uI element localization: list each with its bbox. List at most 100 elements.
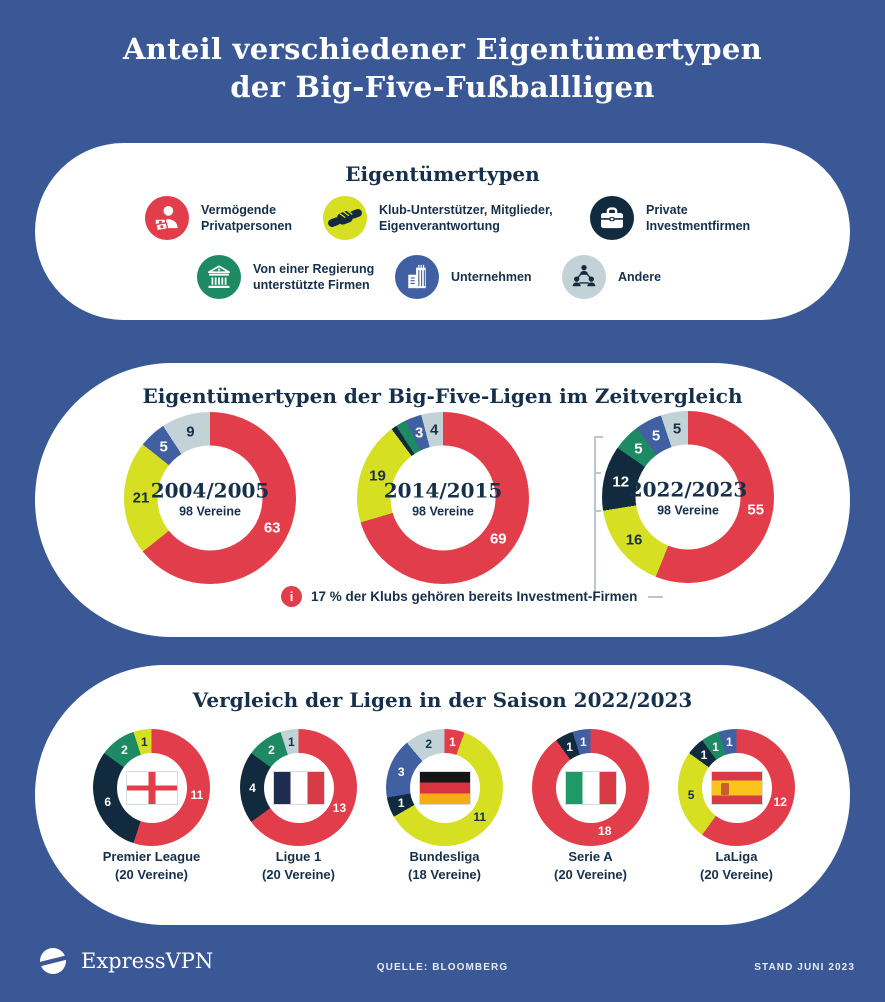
league-club-count: (20 Vereine) [700,867,773,883]
expressvpn-logo-icon [38,948,70,974]
annotation-text: 17 % der Klubs gehören bereits Investmen… [311,589,638,604]
segment-label-members: 1 [140,735,148,750]
segment-label-individuals: 12 [773,794,787,809]
segment-label-members: 19 [369,467,386,485]
donut-hole: 2004/2005 98 Vereine [151,445,269,551]
league-caption-bundesliga: Bundesliga (18 Vereine) [355,848,535,884]
leagues-card-title: Vergleich der Ligen in der Saison 2022/2… [192,688,693,712]
donut-y2004: 63 21 5 9 2004/2005 98 Vereine [124,412,296,584]
segment-label-government: 1 [712,739,719,754]
donut-bundesliga: 1 11 1 3 2 [386,729,503,846]
legend-item-label: Von einer Regierung unterstützte Firmen [253,261,375,292]
segment-label-individuals: 1 [449,735,456,750]
segment-label-other: 1 [287,735,295,750]
segment-label-investment: 1 [397,796,405,811]
handshake-icon [323,196,367,240]
league-caption-ligue-1: Ligue 1 (20 Vereine) [209,848,389,884]
france-flag [272,770,325,805]
league-name: Premier League [102,849,201,864]
donut-center-title: 2014/2015 [383,478,503,502]
people-network-icon [562,255,606,299]
donut-premier-league: 11 6 2 1 [93,729,210,846]
league-club-count: (20 Vereine) [262,867,335,883]
segment-label-members: 16 [625,531,643,549]
segment-label-members: 21 [132,489,150,507]
donut-ligue-1: 13 4 2 1 [240,729,357,846]
segment-label-individuals: 13 [332,801,347,816]
donut-y2022: 55 16 12 5 5 5 2022/2023 98 Vereine [602,411,774,583]
donut-center-title: 2022/2023 [628,477,748,501]
segment-label-individuals: 18 [598,824,612,839]
league-caption-serie-a: Serie A (20 Vereine) [501,848,681,884]
segment-label-other: 5 [672,420,682,438]
segment-label-corporate: 5 [651,427,661,445]
segment-label-government: 5 [634,440,643,458]
date-note: STAND JUNI 2023 [754,962,855,973]
donut-center-subtitle: 98 Vereine [412,504,474,518]
segment-label-corporate: 5 [159,438,168,456]
legend-item-members: Klub-Unterstützer, Mitglieder, Eigenvera… [323,196,594,240]
spain-flag [710,770,763,805]
building-icon [395,255,439,299]
germany-flag [418,770,471,805]
legend-item-label: Unternehmen [451,269,532,284]
donut-hole [263,752,334,823]
segment-label-government: 2 [121,743,128,758]
donut-hole: 2022/2023 98 Vereine [629,444,747,550]
person-money-icon [145,196,189,240]
segment-label-corporate: 1 [725,735,733,750]
league-name: Bundesliga [409,849,480,864]
segment-label-other: 2 [425,737,433,752]
annotation-bracket-inner [594,472,601,512]
donut-hole [555,752,626,823]
donut-laliga: 12 5 1 1 1 [678,729,795,846]
league-caption-premier-league: Premier League (20 Vereine) [62,848,242,884]
donut-serie-a: 18 1 1 [532,729,649,846]
league-club-count: (18 Vereine) [408,867,481,883]
donut-hole [409,752,480,823]
legend-item-investment: Private Investmentfirmen [590,196,781,240]
donut-center-subtitle: 98 Vereine [657,503,719,517]
annotation-bracket [594,436,603,599]
page-title: Anteil verschiedener Eigentümertypen der… [0,30,885,107]
page-title-line2: der Big-Five-Fußballligen [230,70,655,105]
brand: ExpressVPN [38,946,213,976]
donut-center-title: 2004/2005 [150,478,270,502]
league-caption-laliga: LaLiga (20 Vereine) [647,848,827,884]
segment-label-other: 9 [186,423,195,441]
league-name: Serie A [568,849,613,864]
donut-hole [701,752,772,823]
legend-item-label: Andere [618,269,662,284]
italy-flag [564,770,617,805]
segment-label-individuals: 55 [747,501,765,519]
segment-label-investment: 4 [249,780,256,795]
legend-item-label: Vermögende Privatpersonen [201,202,293,233]
source-note: QUELLE: BLOOMBERG [376,962,509,973]
legend-card: Eigentümertypen Vermögende Privatpersone… [35,143,850,320]
legend-item-other: Andere [562,255,708,299]
segment-label-other: 4 [430,421,439,439]
segment-label-investment: 1 [566,739,573,754]
league-club-count: (20 Vereine) [554,867,627,883]
donut-hole [116,752,187,823]
info-icon: i [281,586,302,607]
brand-name: ExpressVPN [81,949,214,973]
legend-item-government: Von einer Regierung unterstützte Firmen [197,255,438,299]
annotation-connector-line [648,595,664,598]
donut-center-subtitle: 98 Vereine [179,504,241,518]
legend-item-label: Private Investmentfirmen [646,202,751,233]
segment-label-government: 2 [268,743,275,758]
segment-label-investment: 6 [104,794,112,809]
england-flag [125,770,178,805]
legend-item-label: Klub-Unterstützer, Mitglieder, Eigenvera… [379,202,553,233]
annotation: i 17 % der Klubs gehören bereits Investm… [281,586,664,607]
donut-hole: 2014/2015 98 Vereine [384,445,502,551]
donut-y2014: 69 19 3 4 2014/2015 98 Vereine [357,412,529,584]
timeline-card-title: Eigentümertypen der Big-Five-Ligen im Ze… [142,384,743,408]
league-name: Ligue 1 [275,849,322,864]
league-name: LaLiga [715,849,758,864]
leagues-card: Vergleich der Ligen in der Saison 2022/2… [35,665,850,925]
league-club-count: (20 Vereine) [115,867,188,883]
briefcase-icon [590,196,634,240]
segment-label-individuals: 11 [190,787,204,802]
